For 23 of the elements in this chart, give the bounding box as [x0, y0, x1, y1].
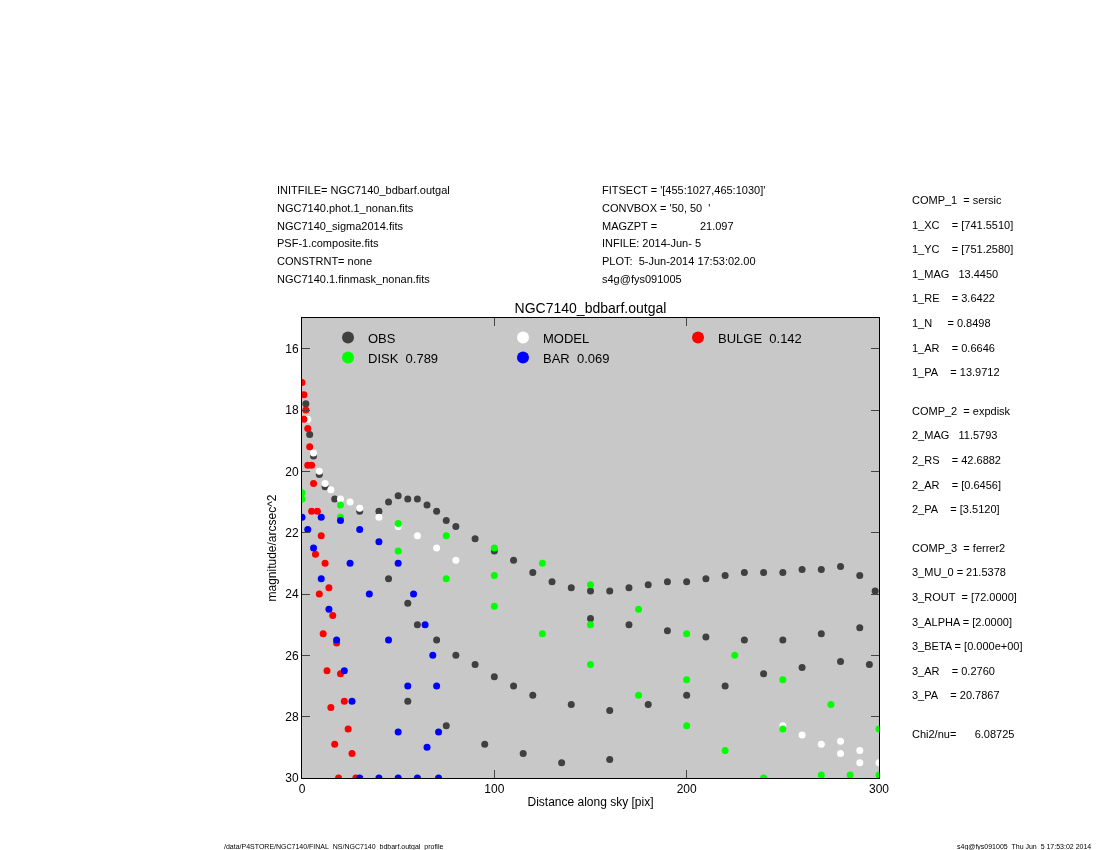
- text: FITSECT = '[455:1027,465:1030]' CONVBOX = '50, 50 ' MAGZPT = 21.097 INFILE: 2014-Jun- 5 PLOT: 5-Jun-2014 17:53:02.00 s4g@fys091005: [602, 184, 766, 285]
- x-tick-label: 100: [484, 782, 505, 797]
- y-tick-label: 30: [285, 771, 299, 786]
- y-tick-label: 26: [285, 648, 299, 663]
- legend-label: BAR 0.069: [543, 350, 610, 366]
- chart-title: NGC7140_bdbarf.outgal: [514, 299, 667, 316]
- y-tick-label: 16: [285, 341, 299, 356]
- y-tick-label: 18: [285, 403, 299, 418]
- text: INITFILE= NGC7140_bdbarf.outgal NGC7140.phot.1_nonan.fits NGC7140_sigma2014.fits PSF-1.composite.fits CONSTRNT= none NGC7140.1.finmask_nonan.fits: [277, 184, 450, 285]
- x-axis-title: Distance along sky [pix]: [527, 795, 654, 810]
- x-tick-label: 300: [868, 782, 890, 797]
- legend-label: DISK 0.789: [368, 350, 439, 366]
- legend-label: BULGE 0.142: [718, 330, 802, 346]
- legend-label: OBS: [368, 330, 396, 346]
- y-tick-label: 22: [285, 525, 299, 540]
- y-tick-label: 28: [285, 709, 299, 724]
- y-axis-title: magnitude/arcsec^2: [264, 494, 279, 602]
- y-tick-label: 20: [285, 464, 299, 479]
- x-tick-label: 0: [298, 782, 306, 797]
- text: COMP_1 = sersic 1_XC = [741.5510] 1_YC = [751.2580] 1_MAG 13.4450 1_RE = 3.6422 1_N = 0.8498 1_AR = 0.6646 1_PA = 13.9712 COMP_2 = expdisk 2_MAG 11.5793 2_RS = 42.6882 2_AR = [0.6456] 2_PA = [3.5120] COMP_3 = ferrer2 3_MU_0 = 21.5378 3_ROUT = [72.0000] 3_ALPHA = [2.0000] 3_BETA = [0.000e+00] 3_AR = 0.2760 3_PA = 20.7867 Chi2/nu= 6.08725: [912, 194, 1023, 740]
- legend-label: MODEL: [543, 330, 590, 346]
- y-tick-label: 24: [285, 587, 299, 602]
- x-tick-label: 200: [676, 782, 697, 797]
